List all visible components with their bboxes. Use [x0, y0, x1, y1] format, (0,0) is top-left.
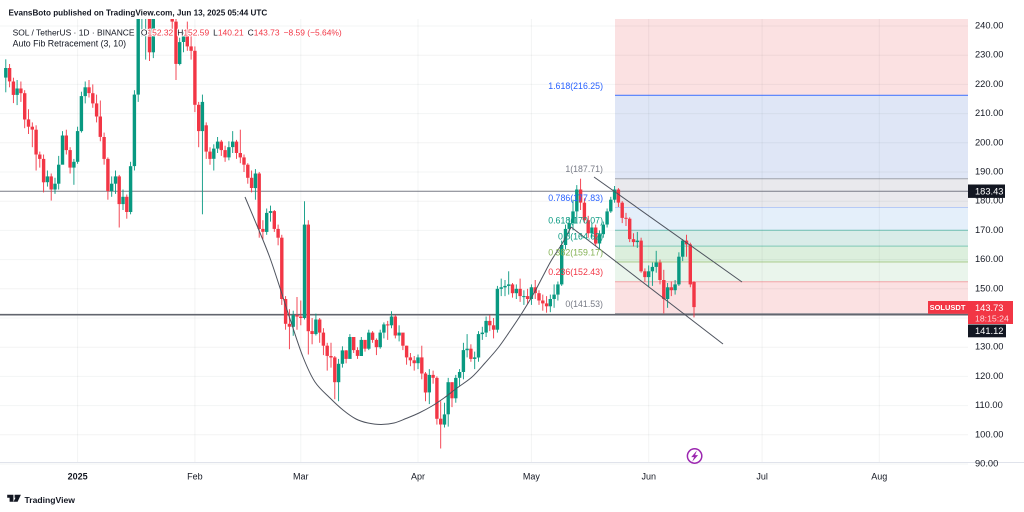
svg-text:Jun: Jun	[641, 472, 656, 482]
svg-text:210.00: 210.00	[975, 108, 1003, 118]
svg-text:100.00: 100.00	[975, 429, 1003, 439]
svg-text:SOL / TetherUS · 1D · BINANCE: SOL / TetherUS · 1D · BINANCE O152.32 H15…	[13, 28, 342, 38]
svg-text:120.00: 120.00	[975, 371, 1003, 381]
svg-text:160.00: 160.00	[975, 254, 1003, 264]
svg-text:190.00: 190.00	[975, 167, 1003, 177]
svg-text:141.12: 141.12	[975, 326, 1003, 336]
svg-text:May: May	[523, 472, 541, 482]
svg-text:0.5(164.62): 0.5(164.62)	[558, 232, 603, 242]
svg-text:EvansBoto published on Trading: EvansBoto published on TradingView.com, …	[9, 8, 268, 17]
svg-text:220.00: 220.00	[975, 79, 1003, 89]
svg-text:0.618(170.07): 0.618(170.07)	[548, 216, 603, 226]
svg-text:TradingView: TradingView	[25, 495, 76, 505]
svg-text:130.00: 130.00	[975, 342, 1003, 352]
svg-text:Mar: Mar	[293, 472, 309, 482]
svg-text:Apr: Apr	[411, 472, 425, 482]
svg-text:2025: 2025	[68, 472, 88, 482]
svg-text:180.00: 180.00	[975, 196, 1003, 206]
svg-text:18:15:24: 18:15:24	[975, 314, 1009, 324]
svg-text:110.00: 110.00	[975, 400, 1003, 410]
svg-text:Feb: Feb	[187, 472, 203, 482]
svg-text:90.00: 90.00	[975, 459, 998, 469]
svg-text:1(187.71): 1(187.71)	[565, 164, 603, 174]
svg-text:Aug: Aug	[871, 472, 887, 482]
svg-text:0.786(177.83): 0.786(177.83)	[548, 193, 603, 203]
svg-text:0.382(159.17): 0.382(159.17)	[548, 248, 603, 258]
svg-text:143.73: 143.73	[975, 303, 1003, 313]
svg-text:SOLUSDT: SOLUSDT	[930, 303, 966, 312]
svg-text:0(141.53): 0(141.53)	[565, 299, 603, 309]
svg-text:200.00: 200.00	[975, 137, 1003, 147]
svg-text:150.00: 150.00	[975, 283, 1003, 293]
svg-text:230.00: 230.00	[975, 50, 1003, 60]
svg-text:0.236(152.43): 0.236(152.43)	[548, 267, 603, 277]
svg-text:Auto Fib Retracement (3, 10): Auto Fib Retracement (3, 10)	[13, 39, 127, 49]
svg-text:170.00: 170.00	[975, 225, 1003, 235]
svg-text:Jul: Jul	[756, 472, 768, 482]
svg-text:183.43: 183.43	[975, 186, 1003, 196]
svg-text:240.00: 240.00	[975, 21, 1003, 31]
svg-text:1.618(216.25): 1.618(216.25)	[548, 81, 603, 91]
